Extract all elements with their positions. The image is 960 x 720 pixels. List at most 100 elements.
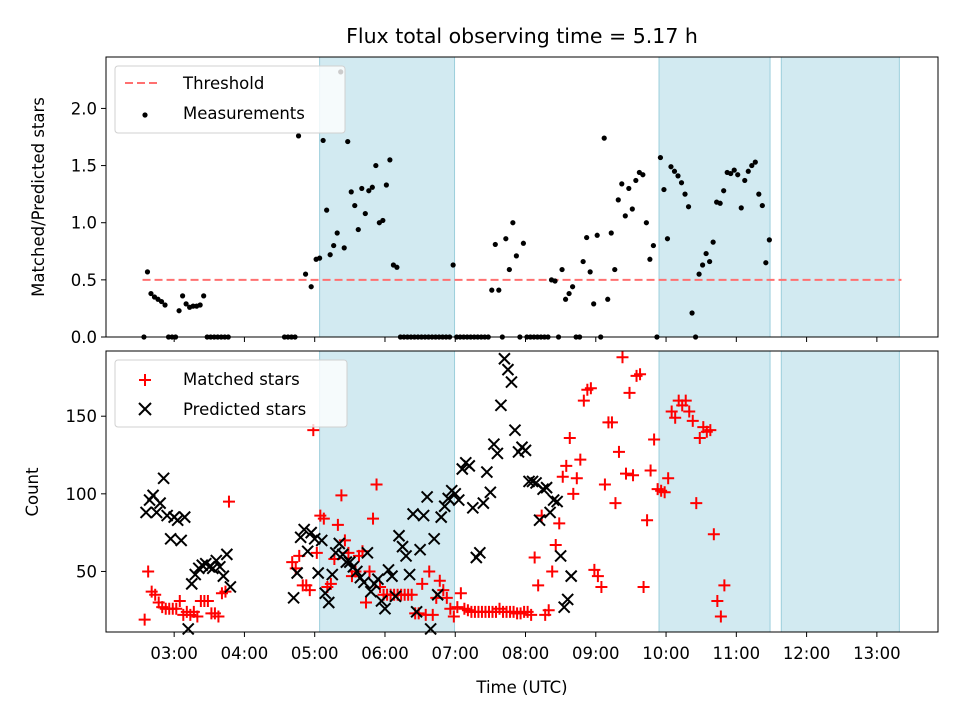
- matched-star-point: [170, 602, 183, 615]
- x-axis-label: Time (UTC): [475, 678, 567, 697]
- matched-star-point: [542, 604, 555, 617]
- predicted-star-point: [224, 580, 237, 594]
- measurement-point: [657, 154, 664, 161]
- matched-star-point: [704, 424, 717, 437]
- predicted-star-point: [171, 514, 184, 527]
- measurement-point: [749, 162, 755, 169]
- measurement-point: [707, 258, 713, 265]
- predicted-star-point: [174, 534, 188, 547]
- predicted-star-point: [301, 545, 314, 558]
- measurement-point: [591, 301, 597, 307]
- predicted-star-point: [491, 447, 504, 460]
- predicted-star-point: [431, 588, 444, 601]
- matched-star-point: [317, 512, 330, 525]
- measurement-point: [331, 242, 337, 249]
- predicted-star-point: [364, 585, 378, 598]
- ratio-y-tick-label: 1.5: [71, 157, 97, 176]
- measurement-point: [668, 164, 674, 170]
- measurement-point: [359, 185, 365, 192]
- matched-star-point: [525, 608, 538, 621]
- measurement-point: [605, 296, 611, 302]
- matched-star-point: [644, 464, 657, 477]
- matched-star-point: [665, 405, 678, 418]
- predicted-legend-label: Predicted stars: [183, 400, 306, 419]
- predicted-star-point: [322, 596, 335, 609]
- observing-window-3: [780, 56, 900, 338]
- measurement-point: [587, 269, 593, 275]
- matched-star-point: [201, 594, 214, 607]
- measurements-legend-label: Measurements: [183, 104, 305, 123]
- measurement-point: [345, 138, 351, 145]
- measurement-point: [756, 191, 762, 197]
- predicted-star-point: [477, 496, 490, 510]
- measurement-point: [562, 296, 569, 302]
- matched-star-point: [616, 351, 629, 364]
- measurement-point: [766, 237, 772, 243]
- matched-star-point: [310, 546, 323, 559]
- matched-star-point: [595, 580, 608, 593]
- matched-star-point: [718, 579, 731, 592]
- predicted-star-point: [424, 622, 437, 636]
- predicted-star-point: [505, 375, 518, 389]
- matched-star-point: [546, 565, 559, 578]
- matched-star-point: [191, 610, 204, 623]
- ratio-plot-frame: [105, 56, 939, 338]
- measurement-point: [492, 241, 498, 248]
- matched-star-point: [560, 459, 573, 472]
- matched-star-point: [426, 608, 439, 621]
- measurement-point: [721, 188, 727, 194]
- x-tick-label: 13:00: [853, 644, 901, 663]
- matched-star-point: [367, 512, 380, 525]
- matched-star-point: [658, 486, 671, 499]
- matched-star-point: [416, 577, 429, 590]
- x-tick-label: 12:00: [783, 644, 831, 663]
- x-tick-label: 05:00: [291, 644, 339, 663]
- matched-star-point: [553, 517, 566, 530]
- predicted-star-point: [399, 549, 413, 563]
- measurement-point: [513, 253, 519, 259]
- measurement-point: [295, 133, 302, 139]
- matched-star-point: [683, 405, 696, 418]
- measurement-point: [369, 184, 375, 190]
- predicted-star-point: [139, 506, 153, 519]
- measurement-point: [717, 200, 723, 206]
- x-tick-label: 08:00: [502, 644, 550, 663]
- predicted-star-point: [413, 543, 427, 556]
- ratio-y-tick-label: 1.0: [71, 214, 97, 233]
- matched-star-point: [363, 565, 376, 578]
- measurement-point: [148, 290, 154, 297]
- measurement-point: [619, 181, 625, 187]
- measurement-point: [503, 236, 509, 242]
- predicted-star-point: [185, 577, 198, 591]
- matched-star-point: [627, 469, 640, 482]
- measurement-point: [179, 293, 186, 299]
- measurement-point: [742, 177, 748, 184]
- x-tick-label: 09:00: [572, 644, 620, 663]
- measurement-point: [489, 287, 495, 293]
- predicted-star-point: [150, 506, 163, 519]
- matched-star-point: [335, 489, 348, 502]
- predicted-star-point: [287, 591, 300, 605]
- matched-star-point: [637, 580, 650, 593]
- matched-star-point: [612, 445, 625, 458]
- measurement-point: [324, 207, 330, 213]
- predicted-star-point: [319, 586, 332, 600]
- predicted-star-point: [473, 546, 487, 560]
- measurement-point: [183, 301, 189, 307]
- predicted-star-point: [178, 510, 191, 524]
- measurement-point: [569, 284, 576, 290]
- predicted-star-point: [410, 605, 423, 619]
- predicted-star-point: [382, 563, 395, 577]
- predicted-star-point: [182, 622, 195, 636]
- x-tick-label: 10:00: [642, 644, 690, 663]
- predicted-star-point: [371, 573, 385, 586]
- predicted-star-point: [340, 555, 353, 569]
- measurements-legend-swatch: [142, 112, 148, 118]
- predicted-star-point: [480, 465, 494, 479]
- ratio-legend-box: [114, 65, 346, 134]
- matched-star-point: [433, 574, 446, 587]
- measurement-point: [383, 182, 389, 188]
- matched-star-point: [577, 394, 590, 407]
- predicted-star-point: [157, 472, 170, 485]
- matched-star-point: [620, 467, 632, 480]
